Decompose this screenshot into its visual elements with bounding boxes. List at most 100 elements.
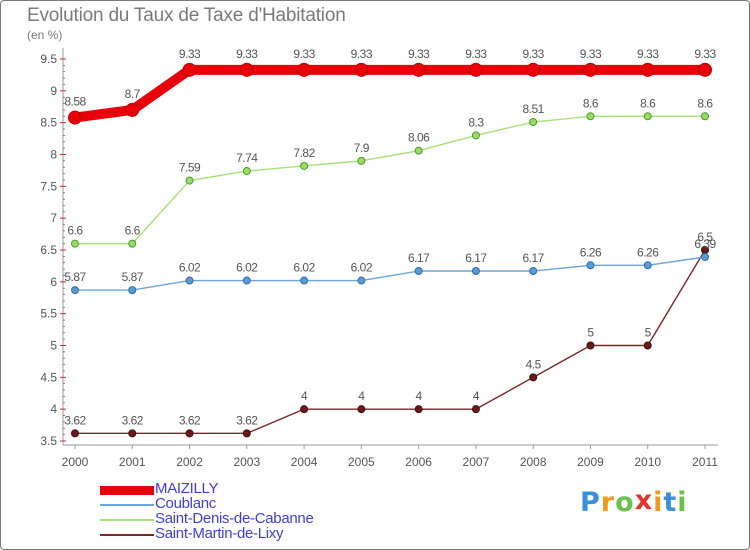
logo-letter: o bbox=[615, 487, 635, 518]
x-tick-label: 2003 bbox=[233, 455, 260, 469]
data-point bbox=[529, 118, 538, 127]
data-point bbox=[414, 405, 423, 414]
data-label: 8.7 bbox=[125, 87, 141, 101]
data-label: 7.59 bbox=[179, 161, 201, 175]
data-label: 3.62 bbox=[179, 413, 201, 427]
legend-label: Saint-Martin-de-Lixy bbox=[155, 525, 284, 542]
legend-label: Saint-Denis-de-Cabanne bbox=[155, 510, 314, 527]
data-label: 6.26 bbox=[637, 245, 659, 259]
data-point bbox=[526, 62, 541, 77]
data-label: 8.06 bbox=[408, 131, 430, 145]
data-label: 4 bbox=[416, 389, 423, 403]
data-point bbox=[414, 267, 423, 276]
data-point bbox=[242, 429, 251, 438]
data-point bbox=[468, 62, 483, 77]
y-tick-label: 4.5 bbox=[40, 370, 57, 384]
data-label: 3.62 bbox=[64, 413, 86, 427]
x-tick-label: 2010 bbox=[634, 455, 661, 469]
chart-title: Evolution du Taux de Taxe d'Habitation bbox=[27, 5, 346, 26]
data-label: 4 bbox=[473, 389, 480, 403]
data-point bbox=[185, 276, 194, 285]
data-label: 8.6 bbox=[697, 96, 713, 110]
data-point bbox=[68, 110, 82, 125]
x-tick-label: 2000 bbox=[62, 455, 89, 469]
series-saint-martin-de-lixy bbox=[71, 246, 709, 438]
data-point bbox=[357, 405, 366, 414]
data-point bbox=[185, 176, 194, 185]
data-label: 6.5 bbox=[697, 230, 713, 244]
data-point bbox=[414, 146, 423, 155]
y-tick-label: 8.5 bbox=[40, 116, 57, 130]
data-label: 9.33 bbox=[293, 47, 315, 61]
data-point bbox=[242, 276, 251, 285]
data-point bbox=[643, 261, 652, 270]
data-label: 5 bbox=[645, 326, 652, 340]
data-point bbox=[128, 429, 137, 438]
data-label: 7.82 bbox=[293, 146, 315, 160]
x-tick-label: 2004 bbox=[291, 455, 318, 469]
data-label: 9.33 bbox=[236, 47, 258, 61]
data-label: 6.02 bbox=[179, 261, 201, 275]
proxiti-logo: Proxiti bbox=[580, 485, 688, 518]
data-point bbox=[182, 62, 197, 77]
legend-swatch bbox=[100, 504, 154, 506]
y-tick-label: 4 bbox=[50, 402, 57, 416]
data-point bbox=[357, 276, 366, 285]
data-point bbox=[71, 239, 79, 248]
data-label: 5.87 bbox=[64, 270, 86, 284]
logo-letter: r bbox=[600, 487, 616, 518]
data-label: 8.6 bbox=[583, 96, 599, 110]
data-label: 7.74 bbox=[236, 151, 258, 165]
series-saint-denis-de-cabanne bbox=[71, 112, 709, 248]
legend-swatch bbox=[100, 519, 154, 521]
series-line bbox=[74, 115, 706, 245]
data-label: 4 bbox=[358, 389, 365, 403]
data-label: 6.6 bbox=[67, 224, 83, 238]
data-label: 5 bbox=[587, 326, 594, 340]
logo-letter: x bbox=[634, 485, 654, 516]
y-tick-label: 3.5 bbox=[40, 434, 57, 448]
data-label: 9.33 bbox=[694, 47, 716, 61]
data-label: 4.5 bbox=[526, 357, 542, 371]
data-point bbox=[640, 62, 655, 77]
data-point bbox=[643, 341, 652, 350]
data-label: 8.3 bbox=[468, 115, 484, 129]
data-point bbox=[411, 62, 426, 77]
y-tick-label: 5.5 bbox=[40, 307, 57, 321]
data-point bbox=[698, 62, 712, 77]
data-point bbox=[471, 405, 480, 414]
series-coublanc bbox=[71, 253, 709, 295]
legend-label: Coublanc bbox=[155, 495, 216, 512]
data-label: 8.51 bbox=[523, 102, 545, 116]
y-tick-label: 8 bbox=[50, 148, 57, 162]
data-point bbox=[583, 62, 598, 77]
data-label: 3.62 bbox=[122, 413, 144, 427]
data-point bbox=[354, 62, 369, 77]
data-label: 9.33 bbox=[408, 47, 430, 61]
data-point bbox=[185, 429, 194, 438]
logo-letter: P bbox=[580, 487, 601, 518]
x-tick-label: 2002 bbox=[176, 455, 203, 469]
data-label: 6.17 bbox=[408, 251, 430, 265]
data-point bbox=[701, 112, 709, 121]
data-point bbox=[71, 429, 79, 438]
y-tick-label: 9 bbox=[50, 84, 57, 98]
x-tick-label: 2008 bbox=[520, 455, 547, 469]
data-point bbox=[128, 286, 137, 295]
y-tick-label: 7 bbox=[50, 211, 57, 225]
data-point bbox=[643, 112, 652, 121]
data-point bbox=[471, 267, 480, 276]
x-tick-label: 2011 bbox=[692, 455, 718, 469]
logo-letter: i bbox=[677, 487, 688, 518]
data-point bbox=[300, 276, 309, 285]
data-label: 5.87 bbox=[122, 270, 144, 284]
x-tick-label: 2006 bbox=[405, 455, 432, 469]
y-tick-label: 9.5 bbox=[40, 52, 57, 66]
y-tick-label: 5 bbox=[50, 339, 57, 353]
data-point bbox=[239, 62, 254, 77]
series-line bbox=[74, 256, 706, 291]
data-label: 3.62 bbox=[236, 413, 258, 427]
data-point bbox=[586, 261, 595, 270]
y-tick-label: 6.5 bbox=[40, 243, 57, 257]
